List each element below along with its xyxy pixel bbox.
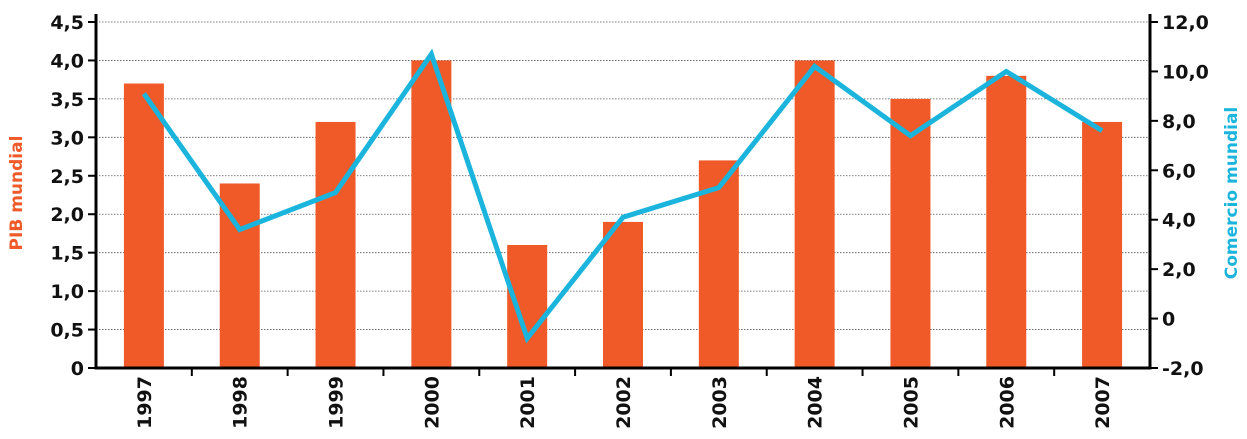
left-tick-label: 1,0 <box>50 281 84 303</box>
bar-2007 <box>1082 122 1122 368</box>
right-tick-label: 2,0 <box>1162 259 1196 281</box>
x-tick-label: 1997 <box>134 376 156 429</box>
x-tick-label: 1998 <box>230 376 252 429</box>
right-tick-label: 8,0 <box>1162 111 1196 133</box>
bar-2004 <box>795 60 835 368</box>
bar-2006 <box>986 76 1026 368</box>
bar-2005 <box>890 99 930 368</box>
left-tick-label: 4,0 <box>50 50 84 72</box>
left-tick-label: 3,5 <box>50 89 84 111</box>
left-tick-label: 2,0 <box>50 204 84 226</box>
left-tick-label: 1,5 <box>50 243 84 265</box>
bar-1997 <box>124 84 164 368</box>
x-tick-label: 2003 <box>709 376 731 429</box>
left-tick-label: 4,5 <box>50 12 84 34</box>
bar-1999 <box>316 122 356 368</box>
right-tick-label: 6,0 <box>1162 160 1196 182</box>
left-tick-label: 3,0 <box>50 127 84 149</box>
bar-2000 <box>411 60 451 368</box>
x-tick-label: 1999 <box>326 376 348 429</box>
x-tick-label: 2001 <box>517 376 539 429</box>
right-tick-label: 12,0 <box>1162 12 1209 34</box>
x-tick-label: 2002 <box>613 376 635 429</box>
bar-2001 <box>507 245 547 368</box>
left-tick-label: 0 <box>71 358 84 380</box>
left-tick-label: 2,5 <box>50 166 84 188</box>
x-tick-label: 2004 <box>805 376 827 429</box>
x-tick-label: 2000 <box>421 376 443 429</box>
right-tick-label: 10,0 <box>1162 61 1209 83</box>
right-tick-label: -2,0 <box>1162 358 1204 380</box>
right-tick-label: 4,0 <box>1162 210 1196 232</box>
right-tick-label: 0 <box>1162 309 1175 331</box>
left-axis-title: PIB mundial <box>7 136 27 251</box>
x-tick-label: 2006 <box>996 376 1018 429</box>
right-axis-title: Comercio mundial <box>1222 107 1242 280</box>
left-tick-label: 0,5 <box>50 320 84 342</box>
x-tick-label: 2007 <box>1092 376 1114 429</box>
x-tick-label: 2005 <box>900 376 922 429</box>
bar-2002 <box>603 222 643 368</box>
